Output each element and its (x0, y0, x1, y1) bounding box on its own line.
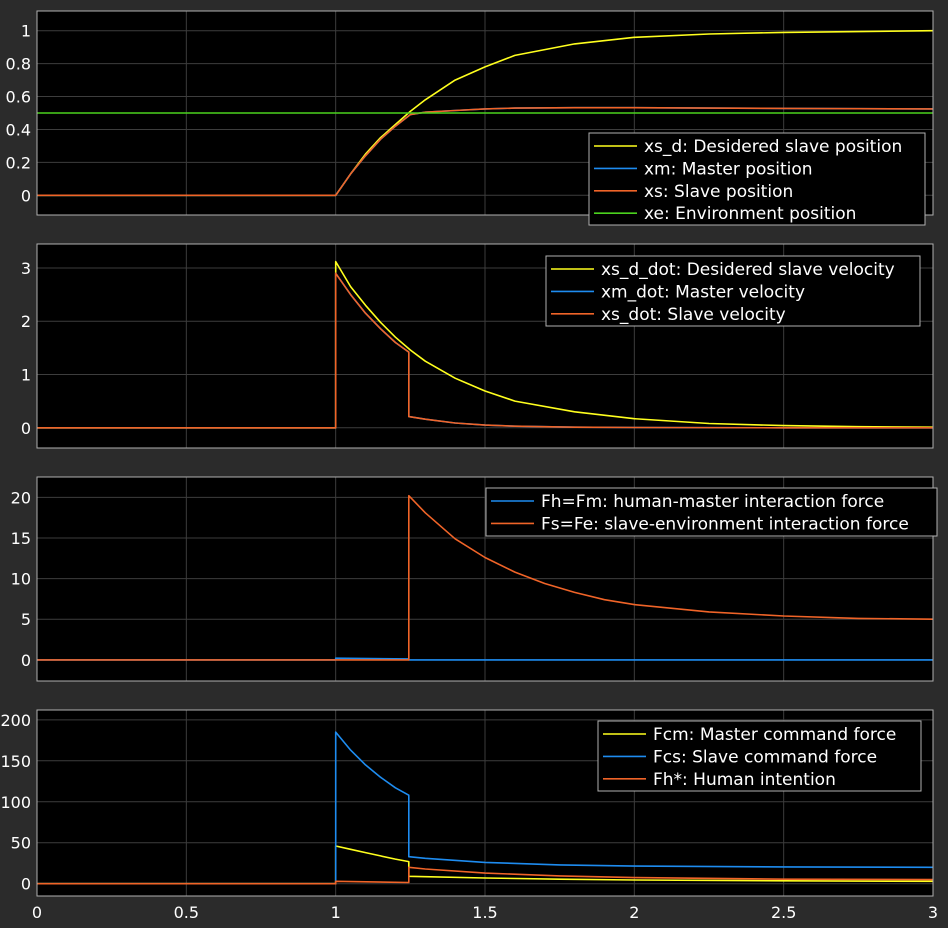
axes-box (36, 10, 934, 216)
legend-entry: xm_dot: Master velocity (601, 282, 805, 302)
subplot-1: 0 0.2 0.4 0.6 0.8 1 xs_d: Desidered slave posi… (6, 10, 934, 226)
subplot-4: 0 50 100 150 200 0 0.5 1 1.5 2 2.5 3 Fcm: Master com… (0, 709, 938, 922)
legend-entry: xm: Master position (644, 159, 813, 179)
axes-box (36, 243, 934, 449)
series-line-orange (37, 494, 933, 661)
x-tick-label: 3 (928, 903, 938, 922)
legend-entry: Fcs: Slave command force (653, 747, 877, 767)
legend-entry: xs_d: Desidered slave position (644, 137, 902, 157)
y-tick-label: 1 (21, 365, 31, 384)
legend: Fh=Fm: human-master interaction forceFs=… (485, 487, 938, 537)
y-tick-label: 2 (21, 312, 31, 331)
legend-entry: Fh=Fm: human-master interaction force (541, 492, 884, 512)
legend-entry: xs: Slave position (644, 182, 793, 202)
subplot-3: 0 5 10 15 20 Fh=Fm: human-master interaction … (11, 476, 938, 682)
y-tick-label: 20 (11, 488, 31, 507)
y-tick-label: 0.4 (6, 120, 31, 139)
series-line-orange (37, 106, 933, 197)
legend-entry: xs_dot: Slave velocity (601, 305, 786, 325)
series-line-yellow (37, 845, 933, 885)
y-tick-label: 0 (21, 875, 31, 894)
y-tick-label: 200 (0, 711, 31, 730)
x-tick-label: 2.5 (771, 903, 796, 922)
x-tick-label: 0 (32, 903, 42, 922)
y-tick-label: 0.2 (6, 153, 31, 172)
legend-box (588, 132, 926, 226)
legend-entry: Fcm: Master command force (653, 725, 896, 745)
y-tick-label: 0 (21, 186, 31, 205)
legend-box (597, 720, 922, 792)
y-tick-label: 0 (21, 419, 31, 438)
legend-box (545, 255, 921, 327)
x-tick-label: 0.5 (174, 903, 199, 922)
y-tick-label: 0 (21, 651, 31, 670)
series-line-orange (37, 272, 933, 429)
legend-entry: xe: Environment position (644, 204, 856, 224)
legend-entry: Fs=Fe: slave-environment interaction for… (541, 514, 909, 534)
x-tick-label: 1.5 (472, 903, 497, 922)
axes-box (36, 476, 934, 682)
axes-box (36, 709, 934, 897)
y-tick-label: 0.6 (6, 88, 31, 107)
y-tick-label: 50 (11, 834, 31, 853)
legend-entry: Fh*: Human intention (653, 770, 836, 790)
series-line-yellow (37, 260, 933, 429)
subplot-2: 0 1 2 3 xs_d_dot: Desidered slave velocityxm… (21, 243, 934, 449)
series-line-blue (37, 731, 933, 885)
y-tick-label: 10 (11, 570, 31, 589)
y-tick-label: 100 (0, 793, 31, 812)
y-tick-label: 0.8 (6, 55, 31, 74)
y-tick-label: 1 (21, 22, 31, 41)
legend-box (485, 487, 938, 537)
y-tick-label: 3 (21, 259, 31, 278)
y-tick-label: 15 (11, 529, 31, 548)
y-tick-label: 5 (21, 610, 31, 629)
x-tick-label: 2 (629, 903, 639, 922)
y-tick-label: 150 (0, 752, 31, 771)
x-tick-label: 1 (331, 903, 341, 922)
legend: xs_d_dot: Desidered slave velocityxm_dot… (545, 255, 921, 327)
series-line-orange (37, 866, 933, 885)
legend-entry: xs_d_dot: Desidered slave velocity (601, 260, 895, 280)
